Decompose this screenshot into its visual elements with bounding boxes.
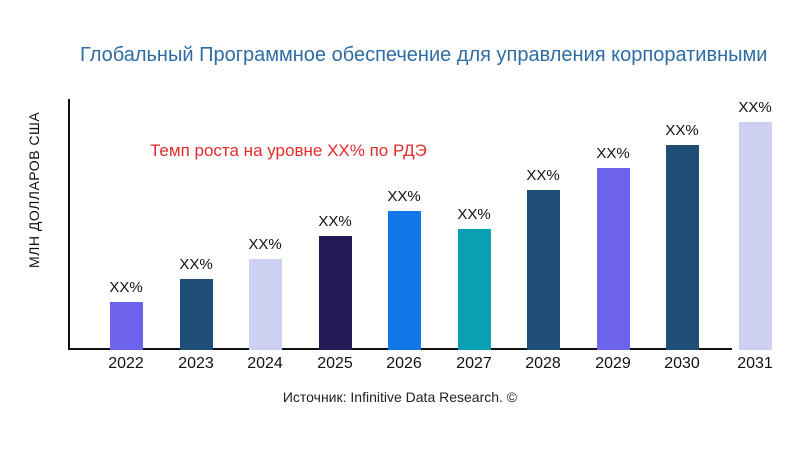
y-axis-line — [68, 99, 70, 350]
y-axis-label: МЛН ДОЛЛАРОВ США — [26, 111, 42, 269]
bar-value-label-2023: XX% — [179, 256, 213, 273]
bar-2024 — [248, 259, 282, 350]
bar-value-label-2022: XX% — [109, 279, 143, 296]
x-tick-label-2026: 2026 — [386, 355, 422, 372]
source-attribution: Источник: Infinitive Data Research. © — [282, 389, 518, 405]
bar-2026 — [387, 211, 421, 350]
x-tick-label-2028: 2028 — [525, 355, 561, 372]
x-tick-label-2027: 2027 — [456, 355, 492, 372]
bar-value-label-2026: XX% — [387, 188, 421, 205]
x-tick-label-2025: 2025 — [317, 355, 353, 372]
bar-value-label-2030: XX% — [665, 122, 699, 139]
bar-2029 — [596, 168, 630, 350]
x-tick-label-2031: 2031 — [737, 355, 773, 372]
bar-2023 — [179, 279, 213, 350]
chart-title: Глобальный Программное обеспечение для у… — [80, 44, 768, 66]
bar-value-label-2029: XX% — [596, 145, 630, 162]
bar-2025 — [318, 236, 352, 350]
bar-2031 — [738, 122, 772, 350]
x-tick-label-2030: 2030 — [664, 355, 700, 372]
bar-value-label-2028: XX% — [526, 167, 560, 184]
bar-value-label-2025: XX% — [318, 213, 352, 230]
bar-value-label-2027: XX% — [457, 206, 491, 223]
x-tick-label-2023: 2023 — [178, 355, 214, 372]
bar-value-label-2024: XX% — [248, 236, 282, 253]
growth-rate-annotation: Темп роста на уровне XX% по РДЭ — [150, 141, 427, 160]
bar-value-label-2031: XX% — [738, 99, 772, 116]
x-tick-label-2022: 2022 — [108, 355, 144, 372]
x-tick-label-2024: 2024 — [247, 355, 283, 372]
bar-2028 — [526, 190, 560, 350]
bar-2027 — [457, 229, 491, 350]
bar-2022 — [109, 302, 143, 350]
x-tick-label-2029: 2029 — [595, 355, 631, 372]
bar-2030 — [665, 145, 699, 350]
